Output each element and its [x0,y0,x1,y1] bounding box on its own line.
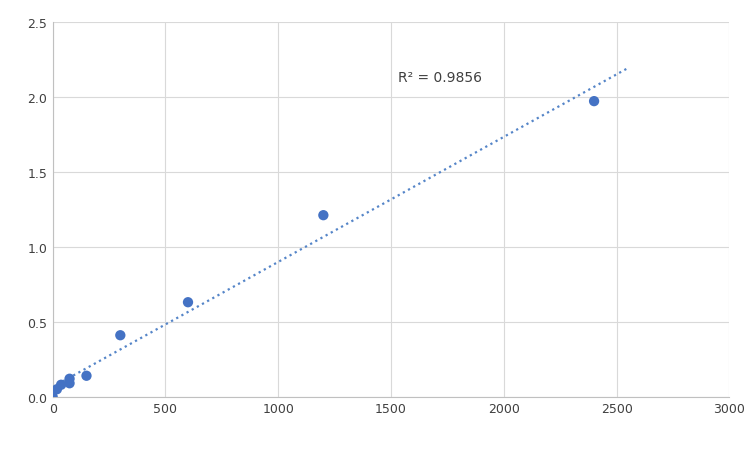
Point [63,375,75,382]
Point [317,212,329,219]
Point [588,98,600,106]
Point [51,386,63,393]
Point [80,373,92,380]
Point [182,299,194,306]
Point [47,393,59,400]
Point [114,332,126,339]
Text: R² = 0.9856: R² = 0.9856 [398,71,482,85]
Point [63,380,75,387]
Point [55,381,67,388]
